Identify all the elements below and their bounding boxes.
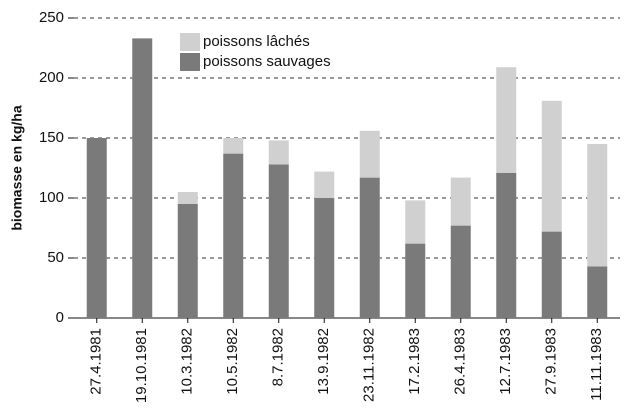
- x-tick-label: 13.9.1982: [315, 328, 332, 395]
- bar-segment: [86, 138, 107, 318]
- bar-segment: [177, 204, 198, 318]
- y-tick-label: 150: [39, 129, 64, 146]
- x-tick-label: 26.4.1983: [452, 328, 469, 395]
- bar-segment: [268, 140, 289, 165]
- bar-segment: [314, 171, 335, 198]
- bar-segment: [223, 138, 244, 154]
- bar-segment: [587, 144, 608, 267]
- bar-segment: [541, 231, 562, 318]
- bar-segment: [132, 38, 153, 319]
- bar-segment: [314, 198, 335, 318]
- bar-segment: [405, 200, 426, 244]
- y-tick-label: 0: [56, 309, 64, 326]
- bar-segment: [359, 130, 380, 178]
- x-tick-label: 8.7.1982: [270, 328, 287, 386]
- y-tick-label: 250: [39, 9, 64, 26]
- bar-segment: [587, 266, 608, 318]
- x-tick-label: 27.9.1983: [543, 328, 560, 395]
- legend-label: poissons sauvages: [203, 53, 331, 70]
- bar-segment: [177, 192, 198, 204]
- x-tick-label: 17.2.1983: [406, 328, 423, 395]
- legend-swatch: [180, 33, 200, 51]
- x-tick-label: 19.10.1981: [133, 328, 150, 403]
- bar-segment: [223, 153, 244, 318]
- x-tick-label: 23.11.1982: [361, 328, 378, 402]
- y-axis-label: biomasse en kg/ha: [9, 105, 25, 230]
- bar-segment: [496, 172, 517, 318]
- bar-segment: [541, 100, 562, 232]
- x-tick-label: 12.7.1983: [497, 328, 514, 395]
- y-tick-label: 200: [39, 69, 64, 86]
- bar-segment: [359, 177, 380, 318]
- legend-label: poissons lâchés: [203, 33, 310, 50]
- bar-segment: [450, 225, 471, 318]
- x-tick-label: 27.4.1981: [88, 328, 105, 395]
- bar-segment: [496, 67, 517, 173]
- bar-segment: [450, 177, 471, 226]
- bar-segment: [268, 164, 289, 318]
- x-tick-label: 10.5.1982: [224, 328, 241, 395]
- legend-swatch: [180, 53, 200, 71]
- y-tick-label: 50: [47, 249, 64, 266]
- y-tick-label: 100: [39, 189, 64, 206]
- x-tick-label: 10.3.1982: [179, 328, 196, 395]
- bar-segment: [405, 243, 426, 318]
- x-tick-label: 11.11.1983: [588, 328, 605, 401]
